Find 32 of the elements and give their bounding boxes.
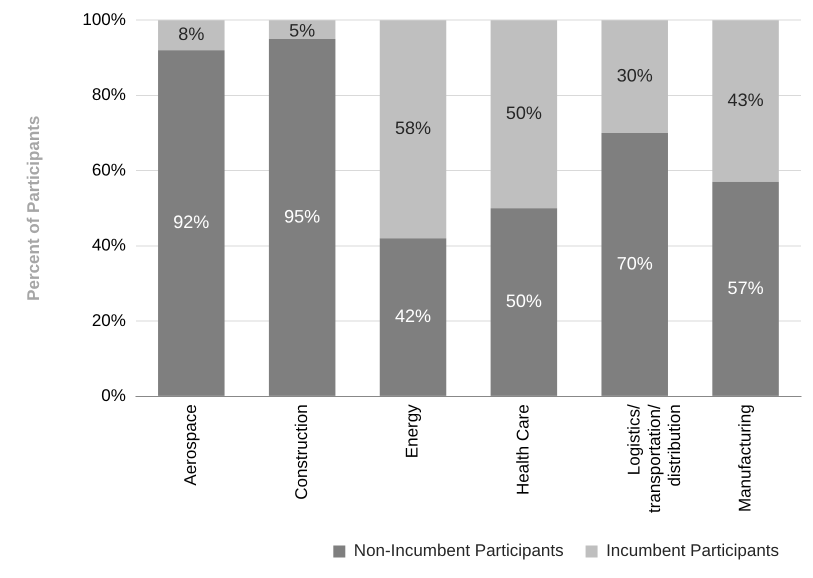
x-tick-label: Energy — [402, 404, 422, 458]
x-tick-label: Logistics/ transportation/ distribution — [624, 404, 684, 514]
y-tick-label: 20% — [92, 310, 126, 330]
x-tick-label: Construction — [292, 404, 311, 500]
data-label: 30% — [616, 66, 653, 86]
x-tick-label: Manufacturing — [735, 404, 754, 512]
data-label: 58% — [394, 118, 432, 138]
y-tick-label: 0% — [101, 386, 126, 406]
data-label: 43% — [728, 90, 764, 110]
data-label: 92% — [173, 212, 210, 232]
y-tick-label: 100% — [82, 10, 126, 29]
data-label: 50% — [506, 291, 542, 312]
data-label: 57% — [728, 278, 764, 298]
x-tick-label: Aerospace — [180, 404, 200, 486]
legend-label: Incumbent Participants — [606, 541, 779, 560]
y-axis-title: Percent of Participants — [24, 116, 43, 301]
x-tick-label: Health Care — [514, 404, 533, 496]
bar — [380, 20, 446, 238]
data-label: 5% — [289, 20, 316, 41]
data-label: 70% — [616, 253, 653, 274]
data-label: 42% — [394, 306, 432, 326]
bar — [490, 20, 558, 208]
data-label: 8% — [178, 24, 204, 44]
y-tick-label: 40% — [92, 236, 126, 255]
bar — [601, 20, 668, 134]
legend-label: Non-Incumbent Participants — [354, 541, 564, 560]
bar — [712, 20, 779, 182]
data-label: 95% — [284, 206, 320, 226]
bar — [158, 20, 225, 50]
y-tick-label: 80% — [92, 85, 126, 104]
y-tick-label: 60% — [92, 160, 126, 180]
data-label: 50% — [506, 103, 542, 124]
